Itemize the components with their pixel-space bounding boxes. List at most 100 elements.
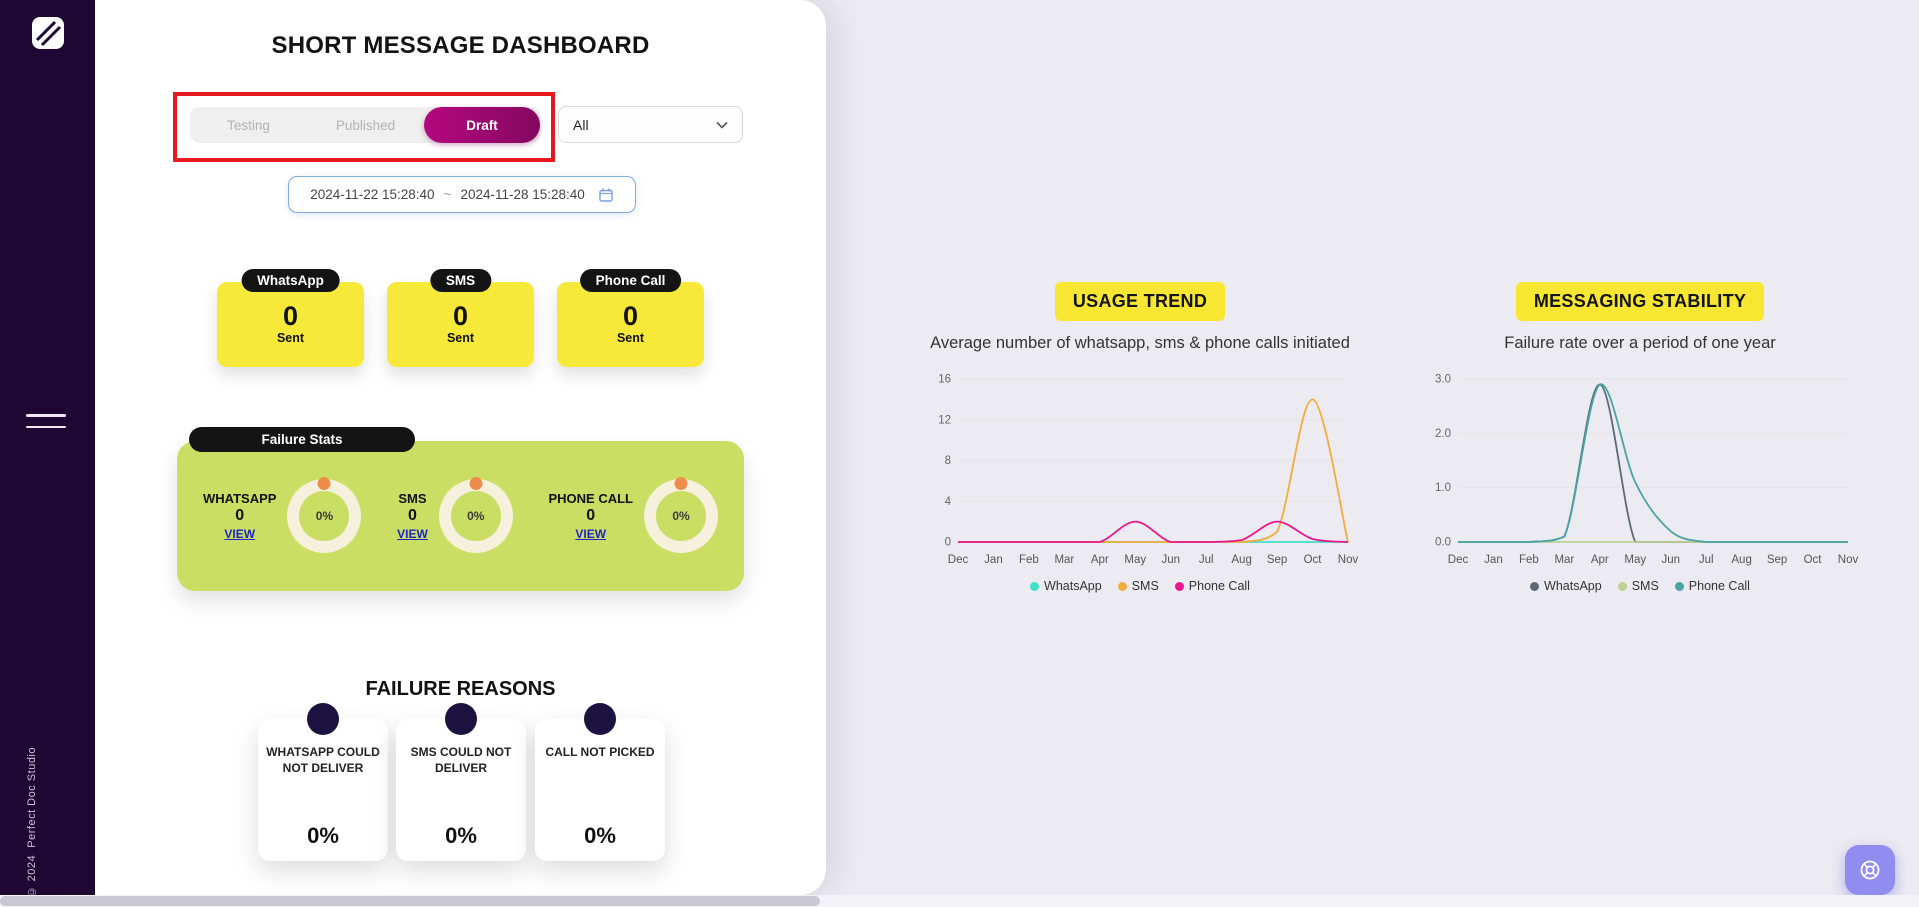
stat-card-whatsapp: WhatsApp 0 Sent <box>217 269 364 367</box>
sidebar-copyright: © 2024 Perfect Doc Studio <box>26 746 38 897</box>
stat-unit: Sent <box>616 331 645 345</box>
legend-dot-icon <box>1617 581 1627 591</box>
messaging-stability-chart: 0.0 1.0 2.0 3.0 Dec Jan Feb Mar Apr May Jun Jul Aug S… <box>1435 374 1858 567</box>
donut-percent: 0% <box>450 491 501 541</box>
svg-text:Mar: Mar <box>1054 554 1074 566</box>
donut-percent: 0% <box>655 491 706 541</box>
failure-stat-label: PHONE CALL <box>548 491 633 506</box>
reason-icon <box>445 703 477 735</box>
svg-text:Jan: Jan <box>984 554 1003 566</box>
svg-text:8: 8 <box>945 455 951 467</box>
usage-trend-chart: 0 4 8 12 16 Dec Jan Feb Mar Apr May Jun Jul Aug Sep Oct… <box>938 374 1359 567</box>
scrollbar-thumb[interactable] <box>0 896 820 906</box>
page-title: SHORT MESSAGE DASHBOARD <box>271 32 650 59</box>
view-link[interactable]: VIEW <box>224 527 256 541</box>
stat-label: SMS <box>429 269 492 292</box>
lifebuoy-icon <box>1860 860 1880 880</box>
reason-card-call: CALL NOT PICKED 0% <box>535 703 665 861</box>
main-panel: SHORT MESSAGE DASHBOARD Testing Publishe… <box>95 0 826 895</box>
svg-text:Oct: Oct <box>1304 554 1323 566</box>
svg-text:Mar: Mar <box>1554 554 1574 566</box>
messaging-stability-title: MESSAGING STABILITY <box>1515 282 1765 321</box>
usage-trend-subtitle: Average number of whatsapp, sms & phone … <box>930 334 1350 352</box>
legend-dot-icon <box>1174 581 1184 591</box>
failure-stat-sms: SMS 0 VIEW 0% <box>397 477 513 553</box>
svg-text:16: 16 <box>938 374 951 386</box>
reason-card-sms: SMS COULD NOT DELIVER 0% <box>396 703 526 861</box>
failure-stat-phone-call: PHONE CALL 0 VIEW 0% <box>548 477 718 553</box>
legend-dot-icon <box>1117 581 1127 591</box>
donut-marker <box>674 477 688 491</box>
failure-stat-label: SMS <box>398 491 427 506</box>
failure-stat-value: 0 <box>235 507 245 524</box>
tab-group: Testing Published Draft <box>190 107 540 143</box>
svg-text:0: 0 <box>945 537 951 549</box>
usage-trend-section: USAGE TREND Average number of whatsapp, … <box>910 282 1370 593</box>
usage-trend-title: USAGE TREND <box>1054 282 1226 321</box>
tab-testing[interactable]: Testing <box>227 117 270 133</box>
reason-value: 0% <box>584 823 616 848</box>
hamburger-menu-icon[interactable] <box>26 414 66 436</box>
svg-text:3.0: 3.0 <box>1435 374 1451 386</box>
svg-text:May: May <box>1624 554 1646 566</box>
stat-label: Phone Call <box>579 269 682 292</box>
date-range-picker[interactable]: 2024-11-22 15:28:40 ~ 2024-11-28 15:28:4… <box>288 176 636 213</box>
svg-text:Aug: Aug <box>1231 554 1251 566</box>
svg-text:Jan: Jan <box>1484 554 1503 566</box>
svg-text:Jun: Jun <box>1661 554 1680 566</box>
svg-text:Feb: Feb <box>1519 554 1539 566</box>
stat-unit: Sent <box>446 331 475 345</box>
donut-chart: 0% <box>643 477 718 553</box>
stat-card-sms: SMS 0 Sent <box>387 269 534 367</box>
status-filter-dropdown[interactable]: All <box>558 106 743 143</box>
svg-text:Sep: Sep <box>1767 554 1787 566</box>
usage-trend-legend: WhatsApp SMS Phone Call <box>910 579 1370 593</box>
svg-text:0.0: 0.0 <box>1435 537 1451 549</box>
donut-percent: 0% <box>299 491 350 541</box>
failure-stats-title: Failure Stats <box>189 427 415 452</box>
svg-text:Dec: Dec <box>948 554 969 566</box>
reason-icon <box>584 703 616 735</box>
failure-stats-panel: Failure Stats WHATSAPP 0 VIEW 0% SMS 0 V… <box>177 427 744 591</box>
app-logo-icon[interactable] <box>25 10 71 56</box>
legend-item: SMS <box>1617 579 1659 593</box>
failure-stat-value: 0 <box>586 507 596 524</box>
messaging-stability-subtitle: Failure rate over a period of one year <box>1504 334 1776 352</box>
end-date: 2024-11-28 15:28:40 <box>460 187 585 202</box>
messaging-stability-legend: WhatsApp SMS Phone Call <box>1410 579 1870 593</box>
svg-text:Nov: Nov <box>1338 554 1359 566</box>
help-button[interactable] <box>1845 845 1895 895</box>
reason-value: 0% <box>445 823 477 848</box>
view-link[interactable]: VIEW <box>397 527 428 541</box>
horizontal-scrollbar[interactable] <box>0 895 1919 907</box>
date-separator: ~ <box>443 187 452 202</box>
svg-text:Aug: Aug <box>1731 554 1751 566</box>
svg-text:Jul: Jul <box>1699 554 1714 566</box>
calendar-icon <box>599 188 613 202</box>
view-link[interactable]: VIEW <box>575 527 607 541</box>
messaging-stability-section: MESSAGING STABILITY Failure rate over a … <box>1410 282 1870 593</box>
stat-value: 0 <box>622 301 639 331</box>
donut-chart: 0% <box>287 477 362 553</box>
stat-value: 0 <box>452 301 469 331</box>
sidebar: © 2024 Perfect Doc Studio <box>0 0 95 907</box>
reason-card-whatsapp: WHATSAPP COULD NOT DELIVER 0% <box>258 703 388 861</box>
svg-text:Jun: Jun <box>1161 554 1180 566</box>
failure-stat-value: 0 <box>408 507 417 524</box>
legend-item: SMS <box>1117 579 1159 593</box>
legend-dot-icon <box>1530 581 1540 591</box>
tab-published[interactable]: Published <box>335 117 396 133</box>
failure-stat-label: WHATSAPP <box>203 491 277 506</box>
reason-label: CALL NOT PICKED <box>545 745 655 759</box>
donut-marker <box>317 477 331 491</box>
svg-text:Sep: Sep <box>1267 554 1287 566</box>
tab-draft[interactable]: Draft <box>424 107 540 143</box>
failure-stat-whatsapp: WHATSAPP 0 VIEW 0% <box>203 477 362 553</box>
svg-text:Oct: Oct <box>1804 554 1823 566</box>
stat-label: WhatsApp <box>241 269 340 292</box>
stat-unit: Sent <box>276 331 305 345</box>
reason-label: SMS COULD NOT DELIVER <box>410 745 512 775</box>
stat-value: 0 <box>282 301 299 331</box>
legend-dot-icon <box>1030 581 1040 591</box>
legend-item: WhatsApp <box>1030 579 1102 593</box>
